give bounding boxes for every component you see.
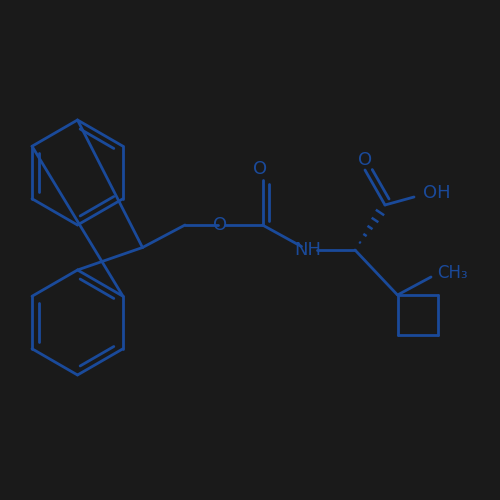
Text: O: O [358, 151, 372, 169]
Text: OH: OH [422, 184, 450, 202]
Text: NH: NH [294, 241, 321, 259]
Text: O: O [253, 160, 267, 178]
Text: O: O [213, 216, 227, 234]
Text: CH₃: CH₃ [438, 264, 468, 281]
